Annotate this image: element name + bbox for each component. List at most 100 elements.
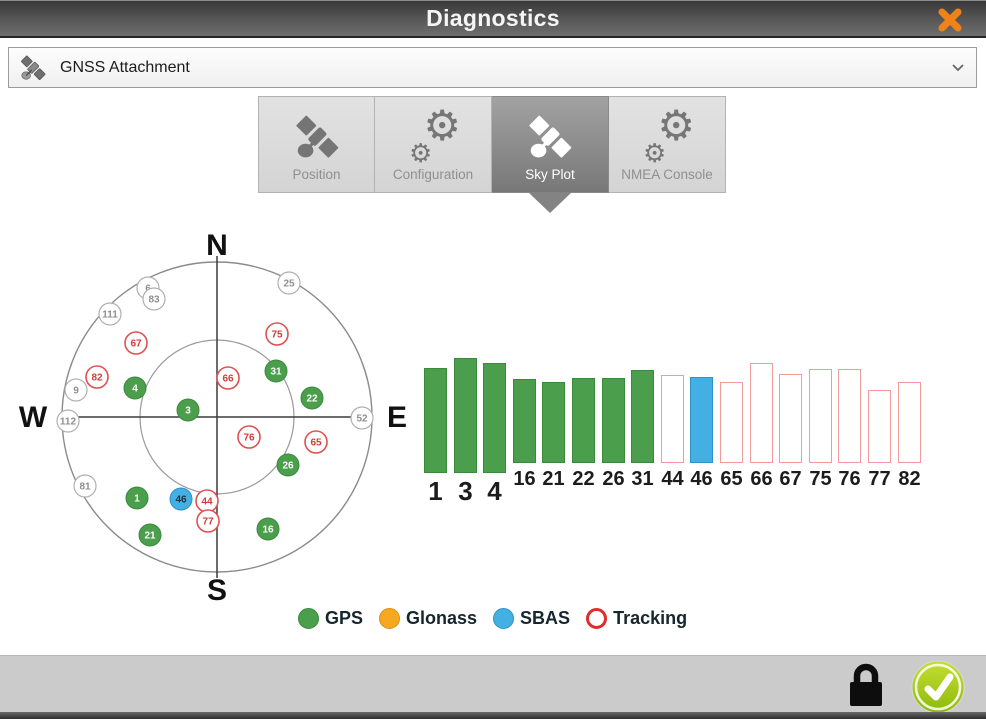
satellite-marker: 22 bbox=[300, 386, 324, 410]
device-select-label: GNSS Attachment bbox=[60, 58, 190, 76]
satellite-id: 81 bbox=[79, 482, 91, 493]
signal-bar bbox=[631, 370, 654, 463]
bar-label: 77 bbox=[868, 468, 891, 490]
satellite-id: 22 bbox=[306, 394, 318, 405]
satellite-marker: 44 bbox=[195, 489, 219, 513]
bar-label: 76 bbox=[838, 468, 861, 490]
satellite-id: 112 bbox=[60, 417, 77, 428]
satellite-id: 25 bbox=[283, 279, 295, 290]
bar-label: 66 bbox=[750, 468, 773, 490]
signal-bar bbox=[572, 378, 595, 463]
window-bottom-edge bbox=[0, 712, 986, 719]
glonass-swatch-icon bbox=[379, 608, 401, 629]
legend-label: Glonass bbox=[406, 608, 478, 628]
signal-bar bbox=[898, 382, 921, 463]
legend-label: SBAS bbox=[520, 608, 571, 628]
signal-bar bbox=[690, 377, 713, 463]
chevron-down-icon bbox=[952, 64, 964, 72]
satellite-id: 82 bbox=[91, 373, 103, 384]
tab-position[interactable]: Position bbox=[258, 96, 375, 193]
satellite-id: 4 bbox=[132, 384, 138, 395]
compass-label-e: E bbox=[387, 401, 407, 434]
bar-label: 4 bbox=[487, 476, 502, 506]
signal-bar bbox=[838, 369, 861, 463]
satellite-marker: 65 bbox=[304, 430, 328, 454]
bar-label: 3 bbox=[458, 476, 473, 506]
satellite-marker: 111 bbox=[98, 302, 122, 326]
gps-swatch-icon bbox=[298, 608, 319, 629]
gears-icon: ⚙ ⚙ bbox=[409, 101, 461, 169]
compass-label-n: N bbox=[206, 229, 228, 262]
satellite-icon bbox=[292, 111, 342, 163]
satellite-icon bbox=[21, 55, 46, 80]
satellite-marker: 52 bbox=[350, 406, 374, 430]
compass-label-w: W bbox=[19, 401, 48, 434]
signal-bar bbox=[809, 369, 832, 463]
footer-bar bbox=[0, 655, 986, 712]
satellite-marker: 31 bbox=[264, 359, 288, 383]
satellite-id: 16 bbox=[262, 525, 274, 536]
tab-label: Sky Plot bbox=[525, 167, 575, 182]
satellite-id: 46 bbox=[175, 495, 187, 506]
satellite-marker: 76 bbox=[237, 425, 261, 449]
satellite-id: 21 bbox=[144, 531, 156, 542]
signal-bar bbox=[454, 358, 477, 473]
legend-item-gps: GPS bbox=[298, 608, 363, 629]
confirm-check-button[interactable] bbox=[910, 659, 966, 715]
legend-item-tracking: Tracking bbox=[586, 608, 687, 629]
satellite-marker: 9 bbox=[64, 378, 88, 402]
satellite-marker: 66 bbox=[216, 366, 240, 390]
bar-label: 21 bbox=[542, 468, 565, 490]
tab-label: Position bbox=[292, 167, 341, 182]
lock-icon[interactable] bbox=[845, 662, 887, 708]
satellite-id: 66 bbox=[222, 374, 234, 385]
satellite-marker: 82 bbox=[85, 365, 109, 389]
tab-label: Configuration bbox=[392, 167, 474, 182]
tab-configuration[interactable]: ⚙ ⚙ Configuration bbox=[375, 96, 492, 193]
satellite-id: 111 bbox=[102, 310, 118, 321]
satellite-marker: 4 bbox=[123, 376, 147, 400]
signal-bar bbox=[720, 382, 743, 463]
bar-label: 16 bbox=[513, 468, 536, 490]
legend: GPS Glonass SBAS Tracking bbox=[298, 608, 703, 629]
satellite-marker: 26 bbox=[276, 453, 300, 477]
device-select-dropdown[interactable]: GNSS Attachment bbox=[8, 47, 977, 88]
signal-bar bbox=[661, 375, 684, 463]
close-icon[interactable] bbox=[936, 6, 964, 34]
legend-label: GPS bbox=[325, 608, 364, 628]
satellite-marker: 77 bbox=[196, 509, 220, 533]
satellite-id: 65 bbox=[310, 438, 322, 449]
satellite-id: 31 bbox=[270, 367, 282, 378]
satellite-marker: 67 bbox=[124, 331, 148, 355]
legend-item-glonass: Glonass bbox=[379, 608, 477, 629]
title-bar: Diagnostics bbox=[0, 0, 986, 38]
satellite-marker: 46 bbox=[169, 487, 193, 511]
bar-label: 31 bbox=[631, 468, 654, 490]
satellite-id: 76 bbox=[243, 433, 255, 444]
satellite-marker: 75 bbox=[265, 322, 289, 346]
bar-label: 1 bbox=[428, 476, 443, 506]
satellite-icon bbox=[525, 111, 575, 163]
tab-sky-plot[interactable]: Sky Plot bbox=[492, 96, 609, 193]
signal-bar bbox=[868, 390, 891, 463]
sbas-swatch-icon bbox=[493, 608, 515, 629]
bar-label: 67 bbox=[779, 468, 802, 490]
signal-bar bbox=[483, 363, 506, 473]
tab-label: NMEA Console bbox=[621, 167, 713, 182]
signal-bar bbox=[750, 363, 773, 463]
satellite-id: 77 bbox=[202, 517, 214, 528]
satellite-marker: 25 bbox=[277, 271, 301, 295]
bar-label: 22 bbox=[572, 468, 595, 490]
tab-nmea-console[interactable]: ⚙ ⚙ NMEA Console bbox=[609, 96, 726, 193]
satellite-marker: 3 bbox=[176, 398, 200, 422]
bar-label: 44 bbox=[661, 468, 684, 490]
satellite-id: 3 bbox=[185, 406, 191, 417]
compass-label-s: S bbox=[207, 574, 227, 607]
tracking-swatch-icon bbox=[586, 608, 608, 629]
bar-label: 65 bbox=[720, 468, 743, 490]
legend-label: Tracking bbox=[613, 608, 688, 628]
satellite-marker: 112 bbox=[56, 409, 80, 433]
signal-bar bbox=[602, 378, 625, 463]
signal-bar bbox=[542, 382, 565, 463]
satellite-id: 67 bbox=[130, 339, 142, 350]
